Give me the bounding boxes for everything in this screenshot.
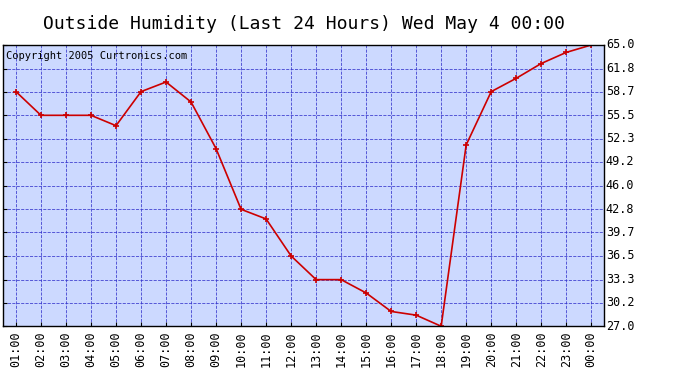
Text: 42.8: 42.8 bbox=[606, 203, 634, 216]
Text: 30.2: 30.2 bbox=[606, 296, 634, 309]
Text: 55.5: 55.5 bbox=[606, 109, 634, 122]
Text: Copyright 2005 Curtronics.com: Copyright 2005 Curtronics.com bbox=[6, 51, 188, 61]
Text: 65.0: 65.0 bbox=[606, 39, 634, 51]
Text: 58.7: 58.7 bbox=[606, 85, 634, 98]
Text: 39.7: 39.7 bbox=[606, 226, 634, 239]
Text: 49.2: 49.2 bbox=[606, 156, 634, 168]
Text: 46.0: 46.0 bbox=[606, 179, 634, 192]
Text: 36.5: 36.5 bbox=[606, 249, 634, 262]
Text: 61.8: 61.8 bbox=[606, 62, 634, 75]
Text: 52.3: 52.3 bbox=[606, 132, 634, 146]
Text: 27.0: 27.0 bbox=[606, 320, 634, 333]
Text: Outside Humidity (Last 24 Hours) Wed May 4 00:00: Outside Humidity (Last 24 Hours) Wed May… bbox=[43, 15, 564, 33]
Text: 33.3: 33.3 bbox=[606, 273, 634, 286]
